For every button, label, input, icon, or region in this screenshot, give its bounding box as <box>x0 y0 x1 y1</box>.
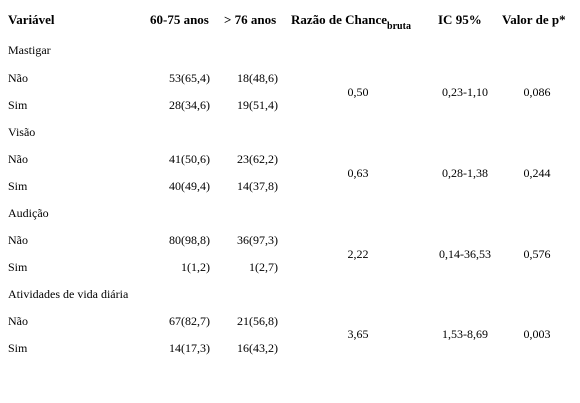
row-label: Não <box>8 233 28 247</box>
cell-age-76-plus: 36(97,3) <box>237 233 278 247</box>
cell-age-60-75: 40(49,4) <box>169 179 210 193</box>
cell-p-value: 0,086 <box>523 85 551 99</box>
group-name: Visão <box>8 125 36 139</box>
cell-p-value: 0,244 <box>523 166 551 180</box>
row-label: Não <box>8 314 28 328</box>
group-name: Mastigar <box>8 43 51 57</box>
cell-age-76-plus: 16(43,2) <box>237 341 278 355</box>
cell-age-60-75: 1(1,2) <box>181 260 210 274</box>
cell-ci-95: 0,23-1,10 <box>442 85 488 99</box>
cell-p-value: 0,576 <box>523 247 551 261</box>
header-age-60-75: 60-75 anos <box>150 12 209 27</box>
cell-ci-95: 0,28-1,38 <box>442 166 488 180</box>
cell-age-60-75: 80(98,8) <box>169 233 210 247</box>
row-label: Sim <box>8 179 28 193</box>
group-name: Atividades de vida diária <box>8 287 129 301</box>
row-label: Sim <box>8 98 28 112</box>
cell-odds-ratio: 0,63 <box>347 166 369 180</box>
cell-age-60-75: 67(82,7) <box>169 314 210 328</box>
cell-age-76-plus: 23(62,2) <box>237 152 278 166</box>
cell-age-60-75: 14(17,3) <box>169 341 210 355</box>
cell-age-60-75: 41(50,6) <box>169 152 210 166</box>
header-p-value: Valor de p* <box>502 12 566 27</box>
cell-age-76-plus: 21(56,8) <box>237 314 278 328</box>
header-variable: Variável <box>8 12 55 27</box>
header-odds-ratio-main: Razão de Chance <box>291 12 388 27</box>
row-label: Não <box>8 71 28 85</box>
cell-ci-95: 1,53-8,69 <box>442 327 488 341</box>
cell-odds-ratio: 3,65 <box>347 327 369 341</box>
group-name: Audição <box>8 206 49 220</box>
header-odds-ratio: Razão de Chancebruta <box>291 12 411 33</box>
row-label: Sim <box>8 260 28 274</box>
cell-age-76-plus: 14(37,8) <box>237 179 278 193</box>
cell-age-60-75: 28(34,6) <box>169 98 210 112</box>
cell-odds-ratio: 2,22 <box>347 247 369 261</box>
cell-odds-ratio: 0,50 <box>347 85 369 99</box>
cell-p-value: 0,003 <box>523 327 551 341</box>
cell-age-76-plus: 18(48,6) <box>237 71 278 85</box>
cell-ci-95: 0,14-36,53 <box>439 247 491 261</box>
cell-age-76-plus: 19(51,4) <box>237 98 278 112</box>
header-odds-ratio-subscript: bruta <box>387 21 411 32</box>
row-label: Não <box>8 152 28 166</box>
cell-age-76-plus: 1(2,7) <box>249 260 278 274</box>
header-age-76-plus: > 76 anos <box>224 12 277 27</box>
header-ci-95: IC 95% <box>438 12 482 27</box>
cell-age-60-75: 53(65,4) <box>169 71 210 85</box>
row-label: Sim <box>8 341 28 355</box>
